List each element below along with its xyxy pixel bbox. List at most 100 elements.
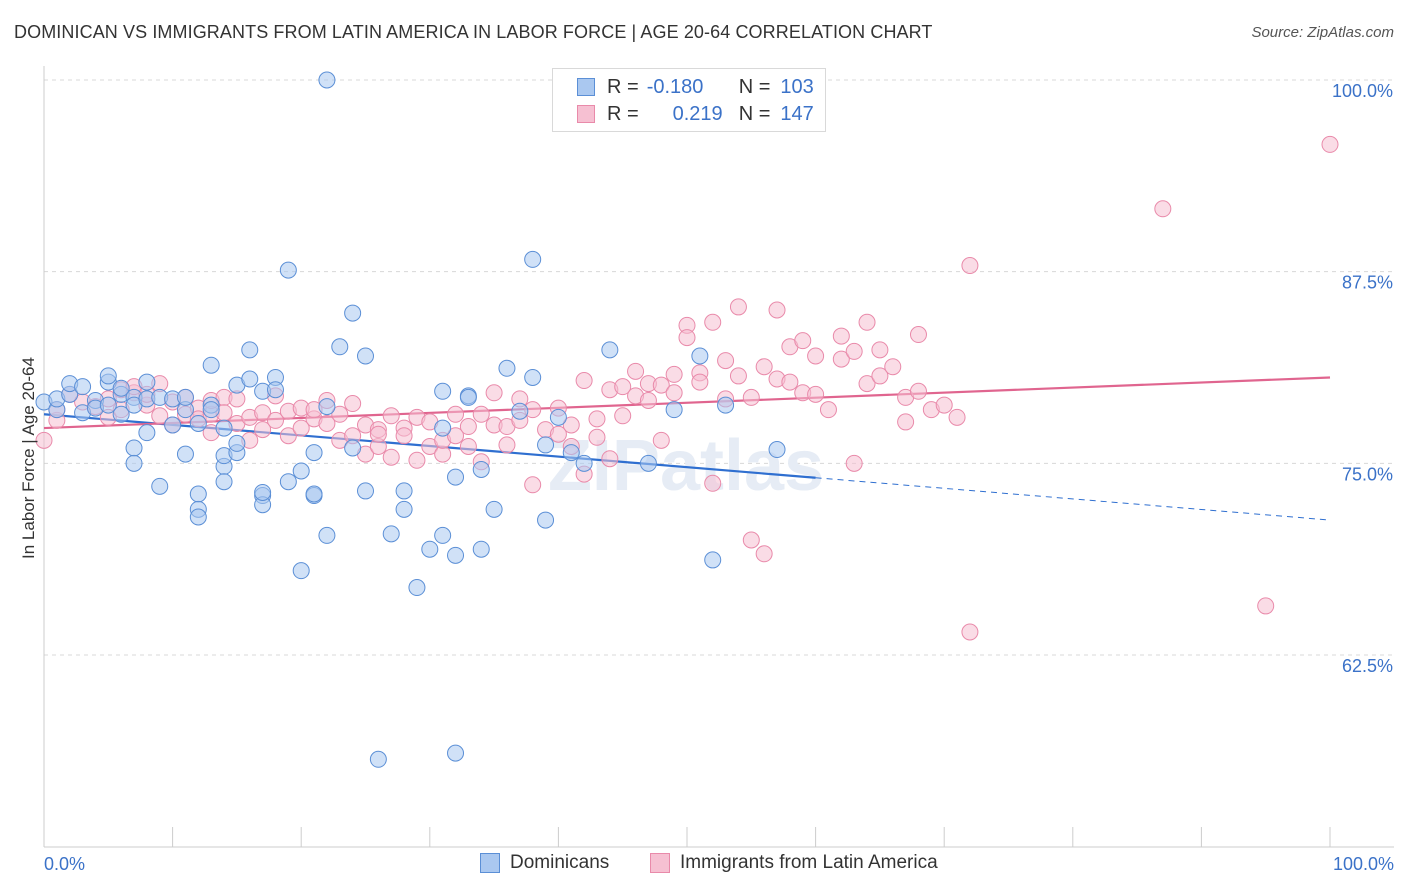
point-dominicans xyxy=(125,454,143,472)
point-immigrants xyxy=(961,623,979,641)
point-immigrants xyxy=(639,391,657,409)
correlation-legend: R = -0.180 N = 103 R = 0.219 N = 147 xyxy=(552,68,826,132)
point-immigrants xyxy=(935,396,953,414)
y-tick-label: 75.0% xyxy=(1342,464,1393,484)
point-dominicans xyxy=(562,444,580,462)
point-immigrants xyxy=(794,332,812,350)
point-dominicans xyxy=(511,402,529,420)
point-dominicans xyxy=(202,401,220,419)
source-label: Source: ZipAtlas.com xyxy=(1251,24,1394,41)
point-dominicans xyxy=(241,370,259,388)
point-immigrants xyxy=(318,414,336,432)
point-immigrants xyxy=(678,329,696,347)
point-immigrants xyxy=(35,431,53,449)
point-immigrants xyxy=(704,474,722,492)
point-immigrants xyxy=(382,407,400,425)
point-immigrants xyxy=(961,257,979,275)
point-dominicans xyxy=(472,540,490,558)
point-immigrants xyxy=(627,362,645,380)
point-dominicans xyxy=(344,439,362,457)
point-immigrants xyxy=(601,450,619,468)
point-immigrants xyxy=(614,407,632,425)
point-immigrants xyxy=(549,425,567,443)
point-immigrants xyxy=(331,405,349,423)
point-immigrants xyxy=(588,410,606,428)
point-dominicans xyxy=(151,477,169,495)
trend-line-dominicans-projected xyxy=(815,477,1331,521)
point-immigrants xyxy=(292,419,310,437)
point-immigrants xyxy=(845,342,863,360)
point-dominicans xyxy=(138,424,156,442)
axes xyxy=(43,66,1394,848)
point-dominicans xyxy=(691,347,709,365)
bottom-legend-immigrants: Immigrants from Latin America xyxy=(650,852,938,874)
n-label: N = xyxy=(738,75,771,98)
chart-title: DOMINICAN VS IMMIGRANTS FROM LATIN AMERI… xyxy=(14,22,933,42)
point-immigrants xyxy=(395,427,413,445)
point-dominicans xyxy=(318,398,336,416)
point-immigrants xyxy=(562,416,580,434)
point-immigrants xyxy=(459,418,477,436)
legend-label-immigrants: Immigrants from Latin America xyxy=(680,852,938,873)
point-dominicans xyxy=(215,473,233,491)
point-immigrants xyxy=(652,431,670,449)
point-dominicans xyxy=(549,408,567,426)
point-immigrants xyxy=(344,395,362,413)
point-dominicans xyxy=(434,419,452,437)
point-immigrants xyxy=(819,401,837,419)
point-immigrants xyxy=(807,347,825,365)
point-immigrants xyxy=(472,405,490,423)
point-dominicans xyxy=(665,401,683,419)
r-value-dominicans: -0.180 xyxy=(646,75,704,98)
n-value-dominicans: 103 xyxy=(780,75,814,98)
pink-swatch-icon xyxy=(577,105,595,123)
point-dominicans xyxy=(447,546,465,564)
point-dominicans xyxy=(434,526,452,544)
point-dominicans xyxy=(176,388,194,406)
point-immigrants xyxy=(1321,135,1339,153)
r-label: R = xyxy=(607,75,639,98)
point-dominicans xyxy=(279,473,297,491)
point-immigrants xyxy=(279,427,297,445)
point-dominicans xyxy=(305,444,323,462)
point-immigrants xyxy=(755,358,773,376)
legend-row-immigrants: R = 0.219 N = 147 xyxy=(577,102,814,126)
blue-swatch-icon xyxy=(480,853,500,873)
point-dominicans xyxy=(768,441,786,459)
point-dominicans xyxy=(395,482,413,500)
point-dominicans xyxy=(537,436,555,454)
point-immigrants xyxy=(1257,597,1275,615)
point-dominicans xyxy=(421,540,439,558)
point-immigrants xyxy=(704,313,722,331)
point-immigrants xyxy=(755,545,773,563)
point-dominicans xyxy=(357,482,374,500)
point-immigrants xyxy=(742,388,760,406)
point-dominicans xyxy=(112,379,130,397)
point-immigrants xyxy=(485,384,503,402)
point-dominicans xyxy=(99,367,117,385)
point-dominicans xyxy=(639,454,657,472)
point-dominicans xyxy=(447,744,465,762)
point-dominicans xyxy=(524,368,542,386)
point-immigrants xyxy=(781,373,799,391)
point-immigrants xyxy=(742,531,760,549)
n-value-immigrants: 147 xyxy=(780,102,814,125)
point-immigrants xyxy=(447,405,465,423)
point-dominicans xyxy=(254,483,272,501)
y-tick-label: 100.0% xyxy=(1332,81,1393,101)
point-immigrants xyxy=(459,437,477,455)
point-dominicans xyxy=(292,562,310,580)
point-dominicans xyxy=(344,304,362,322)
point-immigrants xyxy=(524,476,542,494)
point-dominicans xyxy=(125,439,143,457)
point-immigrants xyxy=(1154,200,1172,218)
point-dominicans xyxy=(408,579,426,597)
y-axis-title: In Labor Force | Age 20-64 xyxy=(19,357,38,559)
point-dominicans xyxy=(717,396,735,414)
point-dominicans xyxy=(74,378,92,396)
point-immigrants xyxy=(254,421,272,439)
point-immigrants xyxy=(884,358,902,376)
point-immigrants xyxy=(832,350,850,368)
point-immigrants xyxy=(151,407,169,425)
point-immigrants xyxy=(897,413,915,431)
